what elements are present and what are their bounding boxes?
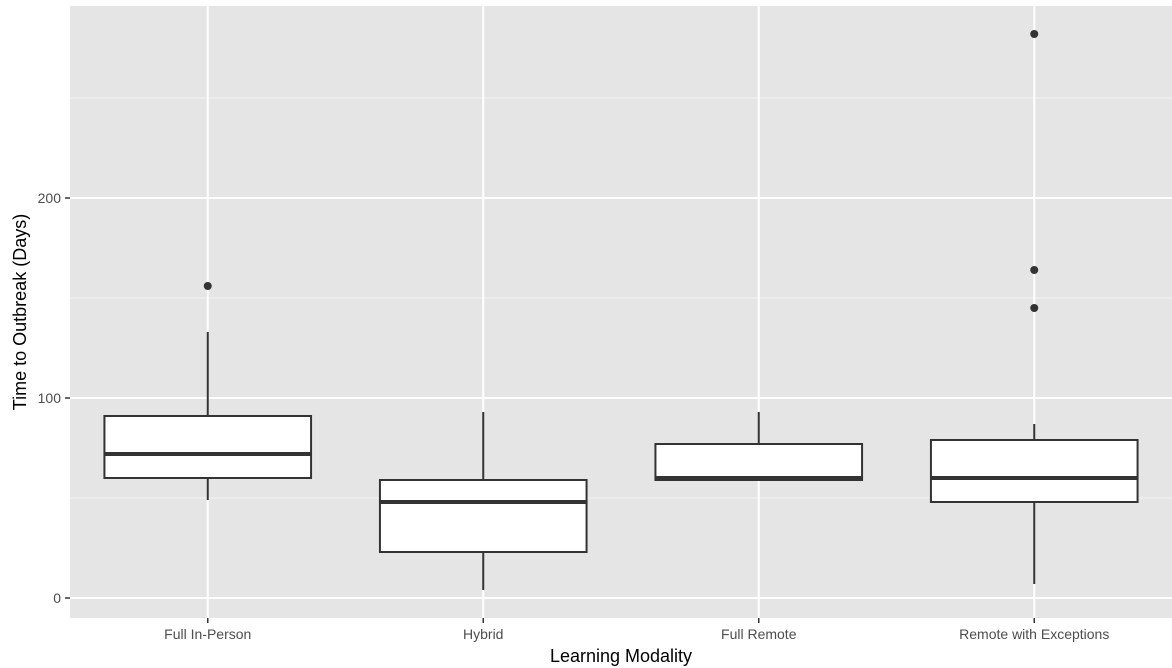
- box-full-in-person: [103, 282, 313, 500]
- plot-panel: [70, 6, 1172, 618]
- y-tick-label: 0: [53, 590, 61, 606]
- y-tick-label: 200: [38, 190, 62, 206]
- box-full-remote: [654, 412, 864, 481]
- outlier-point: [1030, 304, 1039, 312]
- box-hybrid: [378, 412, 588, 590]
- y-axis-title: Time to Outbreak (Days): [10, 214, 30, 410]
- iqr-box: [654, 443, 864, 481]
- x-tick-label: Hybrid: [463, 626, 503, 642]
- y-tick-label: 100: [38, 390, 62, 406]
- x-tick-label: Remote with Exceptions: [959, 626, 1109, 642]
- axis-ticks: [65, 197, 1035, 623]
- iqr-box: [378, 479, 588, 553]
- iqr-box: [929, 439, 1139, 503]
- outlier-point: [203, 282, 212, 290]
- x-axis-title: Learning Modality: [550, 646, 692, 666]
- outlier-point: [1030, 266, 1039, 274]
- iqr-box: [103, 415, 313, 479]
- box-remote-with-exceptions: [929, 30, 1139, 584]
- tick-labels: 0 100 200 Full In-Person Hybrid Full Remote Re…: [38, 190, 1110, 642]
- x-tick-label: Full In-Person: [164, 626, 251, 642]
- outlier-point: [1030, 30, 1039, 38]
- box-series: [103, 30, 1139, 590]
- x-tick-label: Full Remote: [721, 626, 797, 642]
